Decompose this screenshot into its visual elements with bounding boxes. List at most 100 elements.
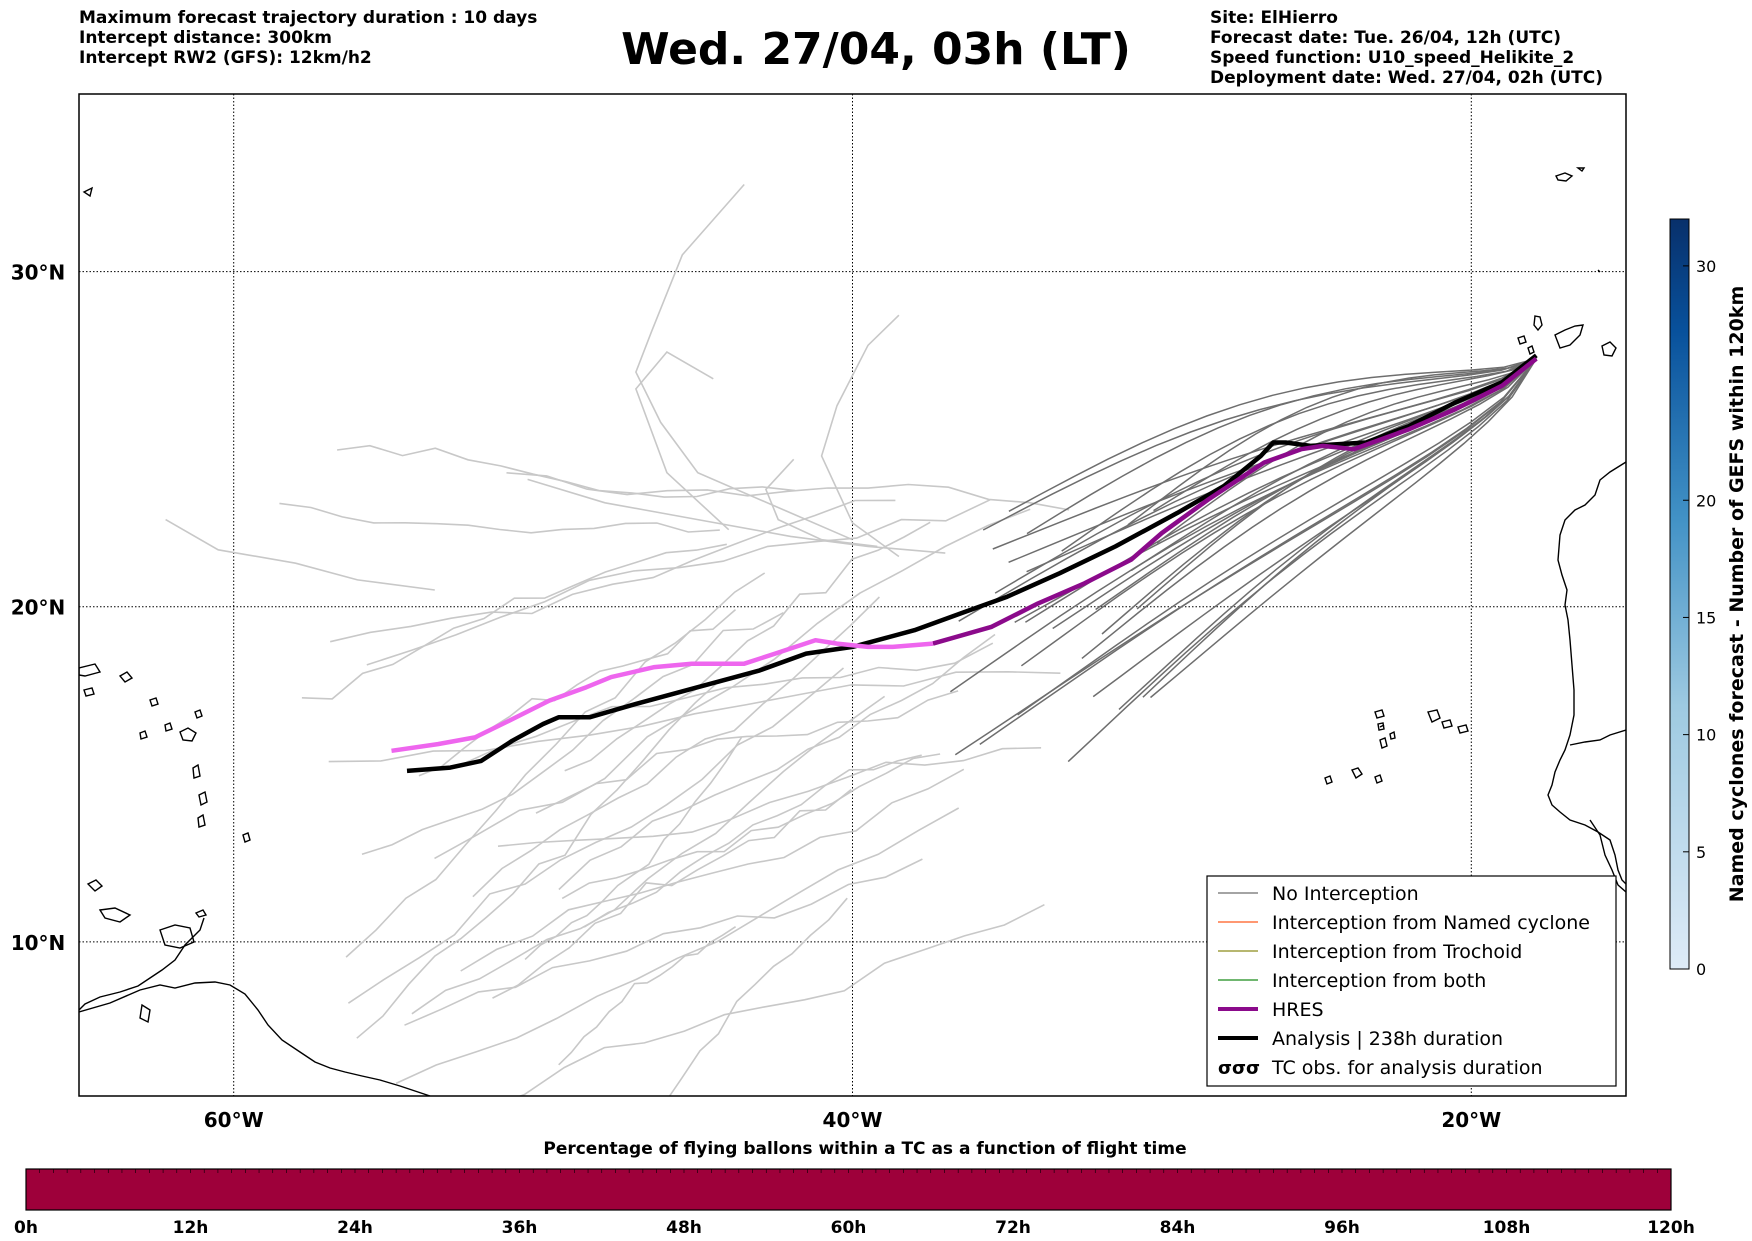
- longitude-labels: 60°W 40°W 20°W: [204, 1108, 1502, 1132]
- island-cape-verde-2: [1441, 719, 1453, 729]
- island-cape-verde-1: [1427, 709, 1441, 723]
- ensemble-trajectory-light: [411, 695, 886, 1015]
- island-martinique: [198, 790, 208, 807]
- flight-bar-tick-label: 72h: [995, 1218, 1031, 1238]
- flight-bar-tick-label: 96h: [1324, 1218, 1360, 1238]
- island-st-lucia: [197, 813, 206, 828]
- page-title: Wed. 27/04, 03h (LT): [621, 24, 1131, 75]
- ensemble-trajectories-light: [165, 183, 1070, 1096]
- island-canary-5: [1527, 345, 1535, 355]
- colorbar-tick-label: 5: [1696, 843, 1706, 862]
- header-info-right: Site: ElHierro Forecast date: Tue. 26/04…: [1210, 8, 1603, 88]
- ensemble-trajectory-light: [635, 183, 853, 541]
- highlighted-trajectories: [391, 353, 1538, 774]
- ensemble-trajectory-light: [459, 642, 994, 767]
- island-canary-3: [1601, 341, 1617, 357]
- ensemble-trajectory-dark: [1020, 358, 1537, 667]
- island-barbados: [242, 832, 251, 843]
- ensemble-trajectory-light: [460, 768, 965, 972]
- ensemble-trajectory-dark: [1150, 358, 1537, 699]
- trajectory-series-line: [406, 353, 1538, 774]
- ensemble-trajectory-light: [524, 736, 743, 960]
- map-legend: No Interception Interception from Named c…: [1206, 875, 1617, 1087]
- ensemble-trajectory-dark: [982, 357, 1537, 531]
- flight-time-bar: Percentage of flying ballons within a TC…: [14, 1139, 1695, 1238]
- flight-bar-tick-label: 108h: [1483, 1218, 1531, 1238]
- island-puerto-rico: [79, 663, 102, 677]
- ensemble-trajectory-light: [564, 521, 931, 772]
- ensemble-trajectory-light: [361, 611, 784, 856]
- flight-bar-tick-label: 60h: [831, 1218, 867, 1238]
- info-line: Maximum forecast trajectory duration : 1…: [79, 8, 538, 28]
- coastlines: [79, 167, 1626, 1096]
- ensemble-trajectory-light: [764, 458, 878, 548]
- island-madeira-2: [1575, 167, 1586, 173]
- legend-item-label: No Interception: [1272, 883, 1419, 905]
- longitude-label: 40°W: [823, 1108, 883, 1132]
- ensemble-trajectory-light: [561, 753, 941, 900]
- island-cape-verde-4: [1374, 709, 1385, 719]
- ensemble-trajectory-light: [497, 747, 1042, 847]
- ensemble-trajectory-light: [345, 572, 766, 958]
- ensemble-trajectory-dark: [1156, 358, 1537, 544]
- info-line: Deployment date: Wed. 27/04, 02h (UTC): [1210, 68, 1604, 88]
- ensemble-trajectory-light: [527, 478, 946, 554]
- coastline-africa-bay: [1569, 729, 1626, 746]
- ensemble-trajectory-light: [492, 788, 852, 999]
- coastline-africa: [1547, 461, 1626, 885]
- coastline-africa-south: [1589, 819, 1626, 893]
- ensemble-trajectory-light: [418, 608, 737, 777]
- ensemble-trajectory-light: [535, 690, 959, 814]
- map-frame: [78, 93, 1627, 1097]
- legend-box: [1206, 875, 1617, 1087]
- colorbar-label: Named cyclones forecast - Number of GEFS…: [1726, 286, 1748, 903]
- legend-item-label: Interception from Trochoid: [1272, 941, 1522, 963]
- ensemble-trajectory-light: [634, 350, 730, 531]
- island-small-7: [82, 186, 94, 198]
- island-small-2: [164, 722, 173, 732]
- latitude-label: 10°N: [11, 931, 66, 955]
- ensemble-trajectory-light: [336, 444, 796, 498]
- ensemble-trajectory-dark: [1153, 358, 1537, 512]
- flight-bar-tick-label: 84h: [1160, 1218, 1196, 1238]
- legend-item-label: Interception from Named cyclone: [1272, 912, 1590, 934]
- island-cape-verde-6: [1389, 730, 1396, 740]
- trajectory-series-line: [391, 637, 934, 754]
- ensemble-trajectory-light: [668, 897, 848, 1096]
- ensemble-trajectory-dark: [1061, 358, 1537, 552]
- ensemble-trajectory-dark: [1081, 358, 1537, 659]
- info-line: Site: ElHierro: [1210, 8, 1338, 28]
- trajectory-series-line: [932, 356, 1538, 646]
- ensemble-trajectory-light: [330, 499, 896, 643]
- coastline-south-america: [79, 981, 431, 1096]
- latitude-labels: 30°N 20°N 10°N: [11, 261, 66, 955]
- island-madeira: [1555, 172, 1574, 182]
- island-antigua: [194, 709, 203, 719]
- ensemble-trajectory-dark: [949, 358, 1537, 693]
- island-cape-verde-9: [1351, 767, 1363, 780]
- longitude-label: 20°W: [1441, 1108, 1501, 1132]
- ensemble-trajectory-dark: [1142, 358, 1537, 698]
- island-dominica: [192, 763, 201, 779]
- ensemble-trajectory-dark: [1017, 358, 1537, 716]
- legend-item-label: Interception from both: [1272, 970, 1486, 992]
- ensemble-trajectory-light: [395, 807, 960, 1085]
- info-line: Forecast date: Tue. 26/04, 12h (UTC): [1210, 28, 1561, 48]
- flight-bar-tick-label: 36h: [502, 1218, 538, 1238]
- colorbar-tick-label: 20: [1696, 491, 1716, 510]
- ensemble-trajectory-dark: [979, 358, 1537, 746]
- ensemble-trajectory-dark: [1127, 357, 1537, 526]
- info-line: Intercept distance: 300km: [79, 28, 332, 48]
- island-canary-1: [1533, 315, 1543, 332]
- ensemble-trajectory-light: [366, 498, 991, 666]
- latitude-label: 30°N: [11, 261, 66, 285]
- island-cape-verde-11: [1379, 737, 1388, 749]
- legend-item-label: HRES: [1272, 999, 1324, 1021]
- ensemble-trajectory-light: [472, 596, 880, 898]
- island-small-3: [139, 730, 148, 740]
- ensemble-trajectory-light: [165, 518, 435, 591]
- flight-bar-tick-label: 24h: [337, 1218, 373, 1238]
- legend-item-label: Analysis | 238h duration: [1272, 1028, 1503, 1050]
- colorbar-gradient: [1669, 218, 1690, 970]
